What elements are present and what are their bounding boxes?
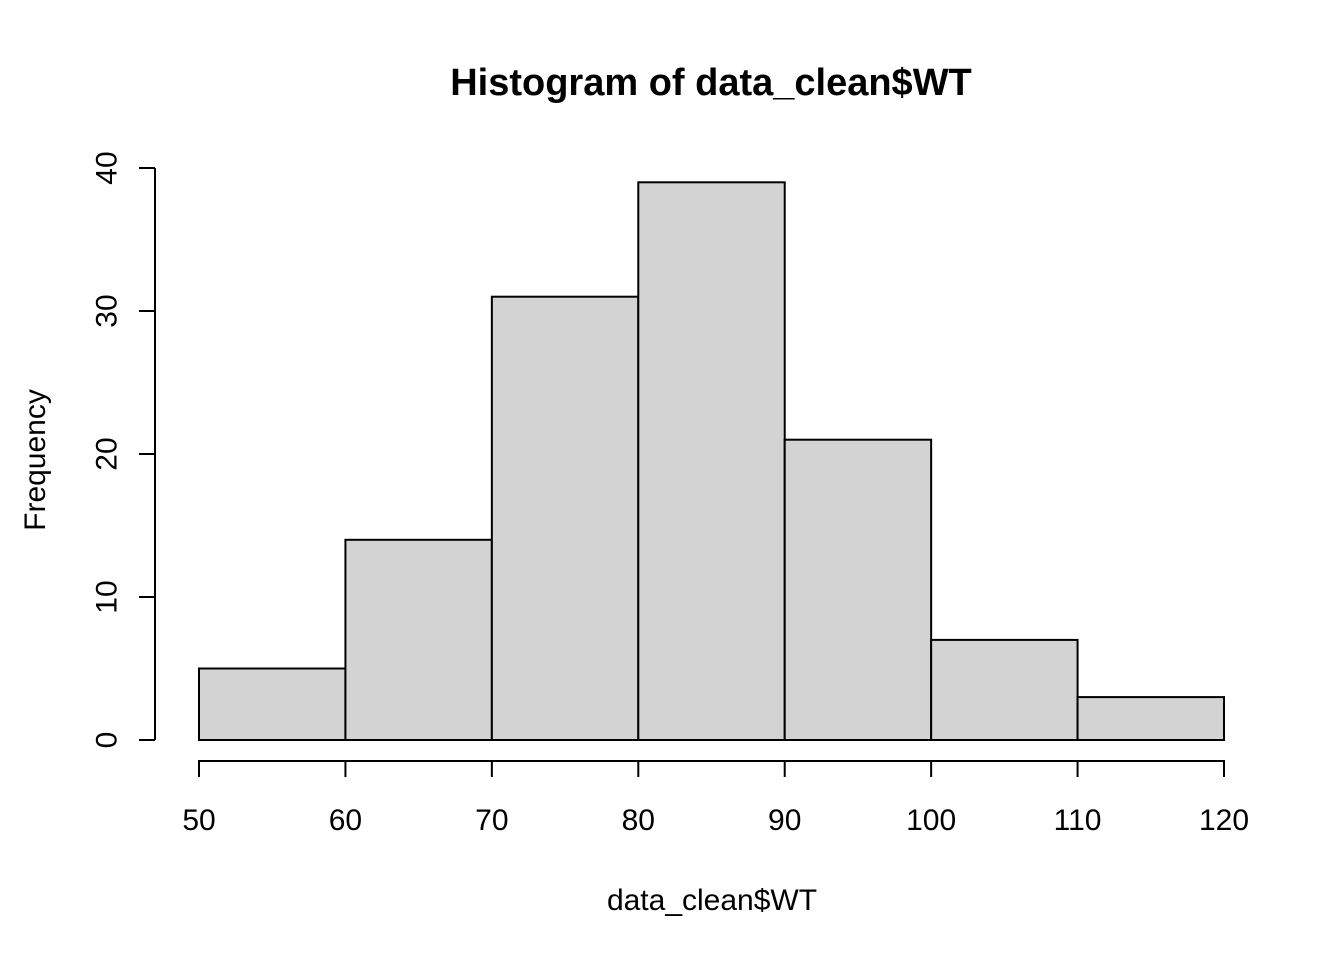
- histogram-bar-100-110: [930, 638, 1079, 742]
- histogram-bar-50-60: [198, 667, 347, 741]
- histogram-bar-60-70: [344, 538, 493, 741]
- x-tick-label-70: 70: [475, 804, 508, 837]
- histogram-bar-90-100: [783, 438, 933, 741]
- y-tick-label-20: 20: [91, 437, 124, 470]
- x-tick-label-100: 100: [906, 804, 956, 837]
- x-tick-label-110: 110: [1054, 804, 1102, 837]
- x-tick-label-90: 90: [768, 804, 801, 837]
- histogram-bar-80-90: [637, 181, 786, 742]
- x-axis-label: data_clean$WT: [606, 884, 818, 917]
- y-tick-label-40: 40: [91, 151, 124, 184]
- y-tick-label-30: 30: [91, 294, 124, 327]
- y-tick-label-10: 10: [91, 580, 124, 613]
- histogram-bar-70-80: [490, 295, 640, 741]
- x-tick-label-120: 120: [1199, 804, 1249, 837]
- x-tick-label-60: 60: [329, 804, 362, 837]
- histogram-bar-110-120: [1076, 696, 1225, 741]
- y-tick-label-0: 0: [91, 732, 124, 749]
- y-axis-label: Frequency: [19, 389, 52, 531]
- x-tick-label-80: 80: [622, 804, 655, 837]
- x-tick-label-50: 50: [182, 804, 215, 837]
- chart-title: Histogram of data_clean$WT: [450, 62, 972, 104]
